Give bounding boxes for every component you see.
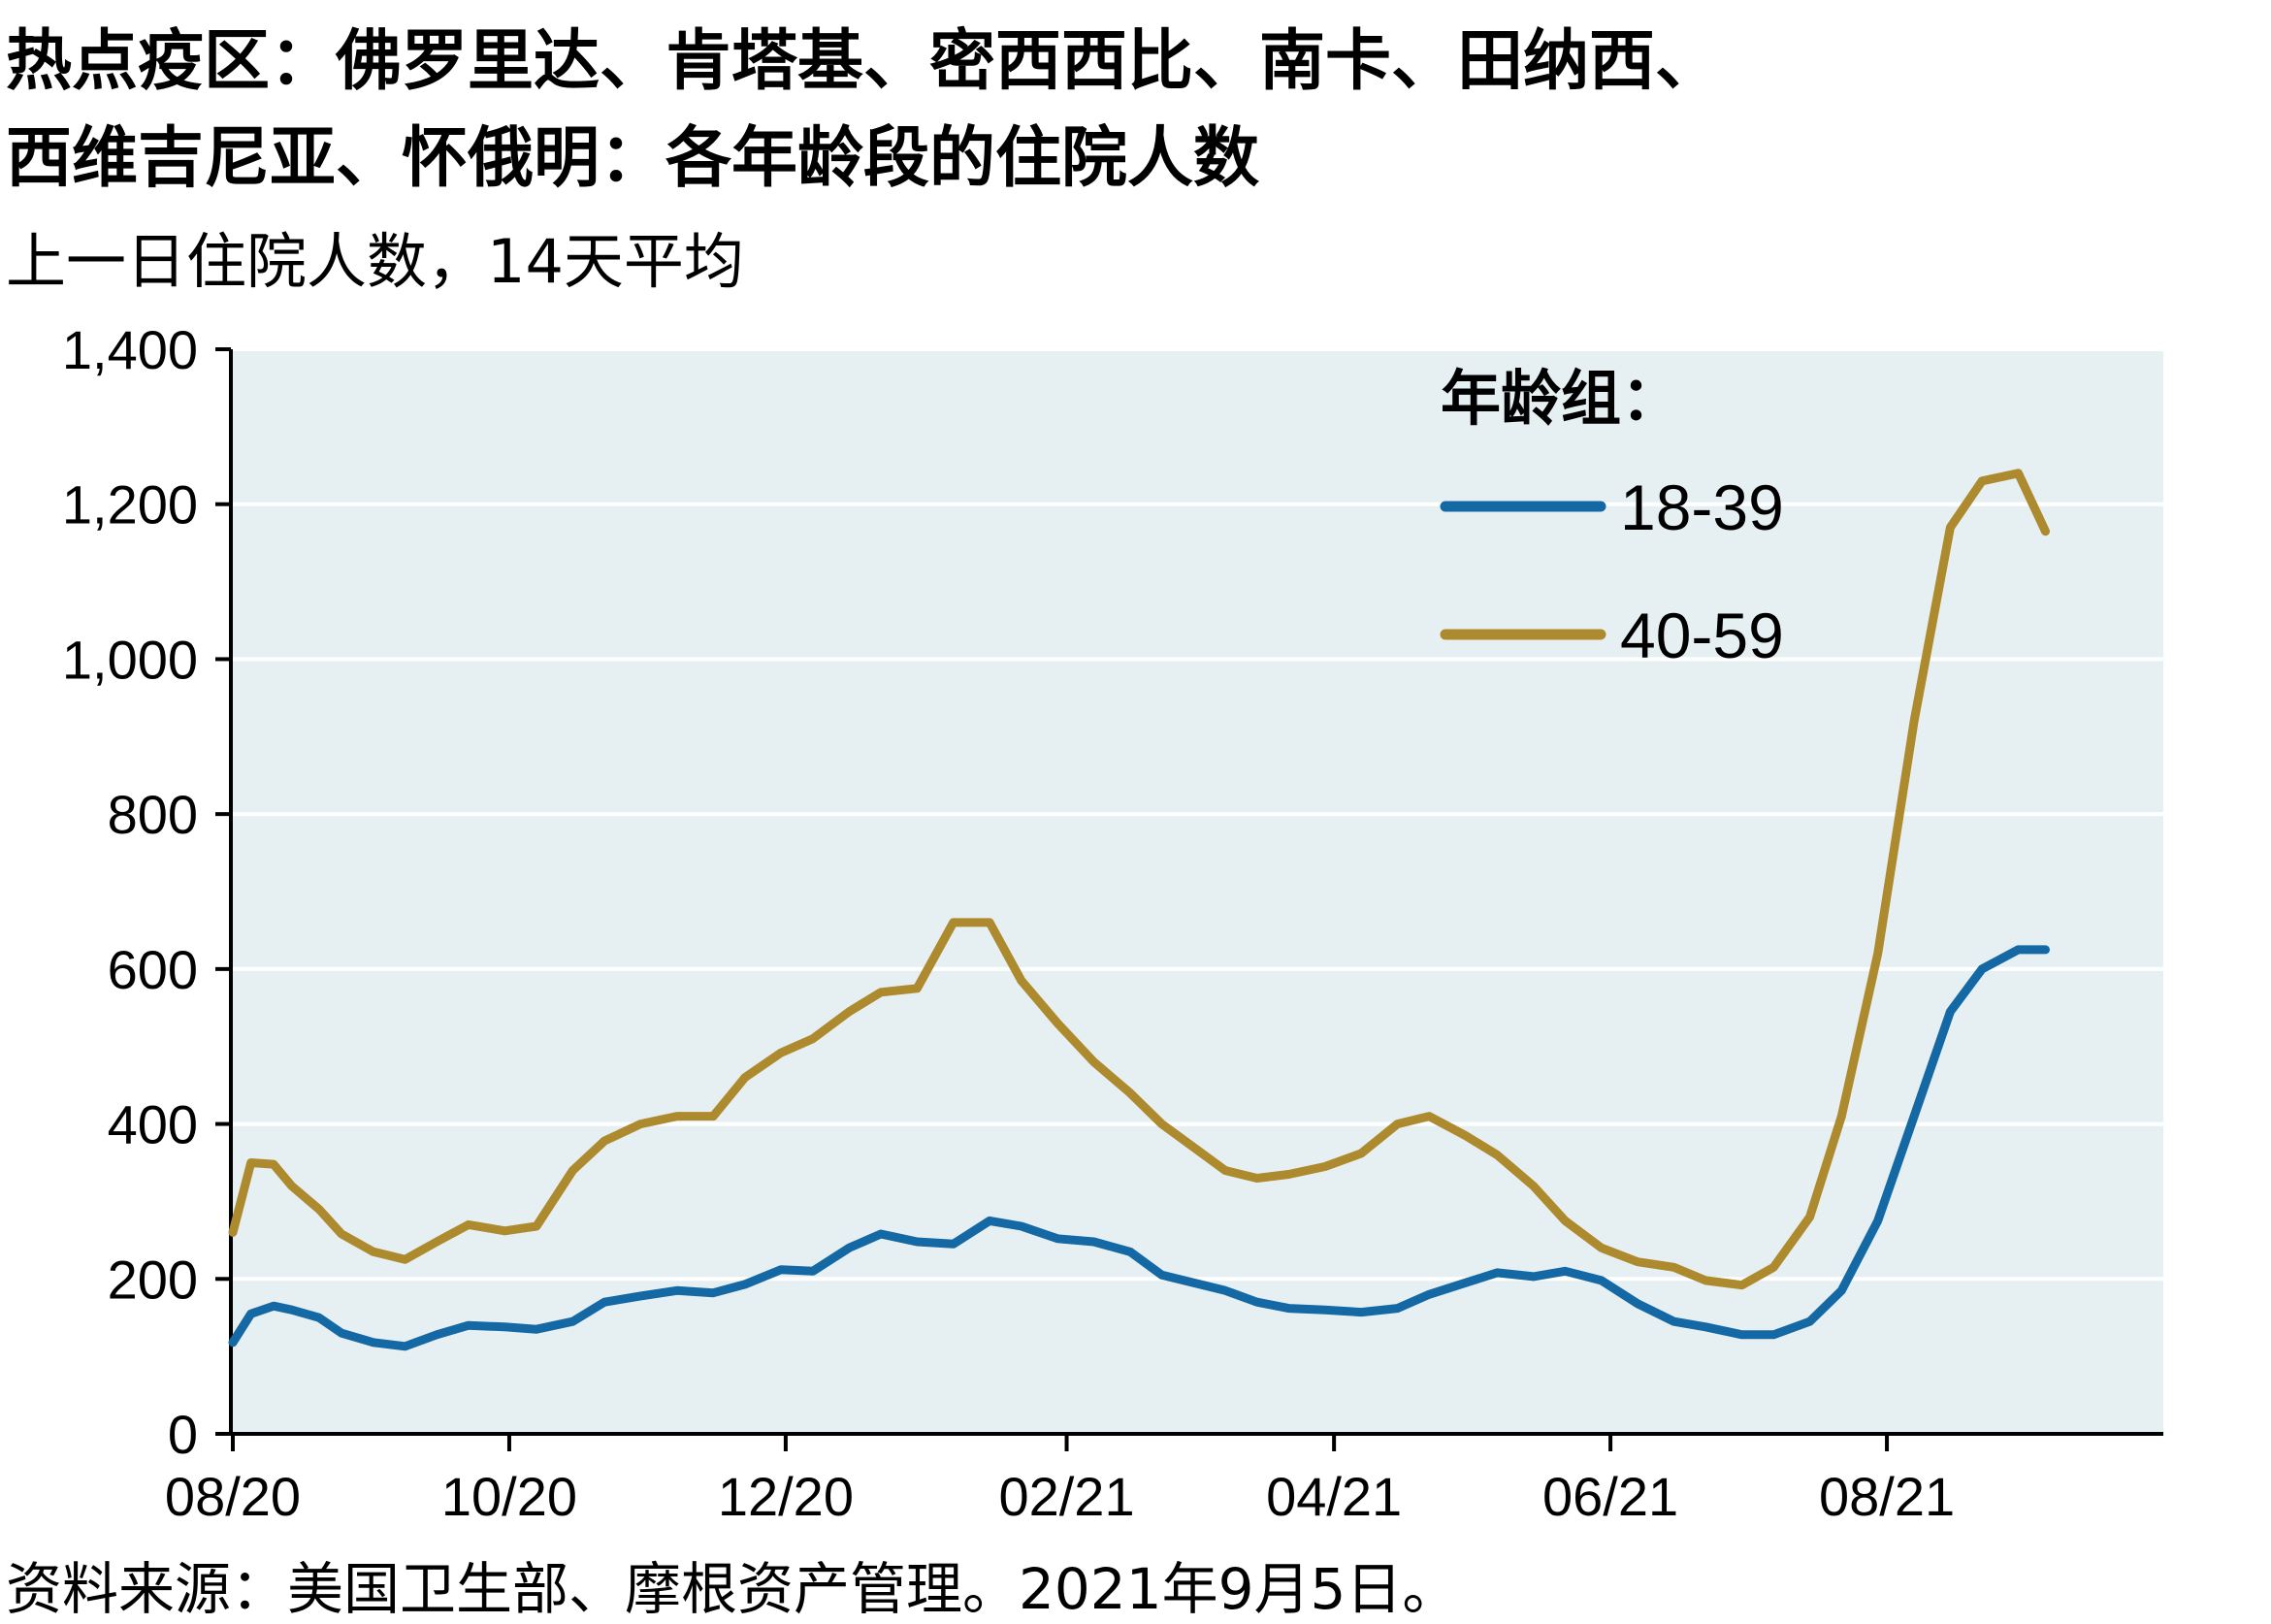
y-tick-label: 200 — [108, 1249, 198, 1310]
series-line-18-39 — [228, 945, 2050, 1351]
y-tick-label: 600 — [108, 939, 198, 1000]
x-tick-label: 08/20 — [165, 1466, 301, 1527]
x-tick-label: 08/21 — [1819, 1466, 1955, 1527]
chart-title-line-1: 热点疫区：佛罗里达、肯塔基、密西西比、南卡、田纳西、 — [6, 23, 1722, 100]
legend-label-40-59: 40-59 — [1620, 600, 1784, 671]
y-tick-label: 1,200 — [62, 474, 198, 536]
x-tick-label: 06/21 — [1542, 1466, 1678, 1527]
y-tick-label: 400 — [108, 1094, 198, 1155]
x-tick-label: 02/21 — [998, 1466, 1134, 1527]
y-tick-label: 800 — [108, 784, 198, 845]
source-note: 资料来源：美国卫生部、摩根资产管理。2021年9月5日。 — [6, 1556, 1459, 1622]
x-tick-label: 12/20 — [718, 1466, 854, 1527]
gridlines — [233, 347, 2163, 1282]
chart-title-line-2: 西维吉尼亚、怀俄明：各年龄段的住院人数 — [6, 120, 1260, 197]
legend-label-18-39: 18-39 — [1620, 471, 1784, 543]
y-tick-label: 1,400 — [62, 319, 198, 380]
x-tick-label: 10/20 — [441, 1466, 577, 1527]
legend: 年龄组： 18-39 40-59 — [1440, 363, 1784, 671]
y-tick-label: 1,000 — [62, 629, 198, 690]
plot-background — [233, 349, 2163, 1434]
series-lines — [228, 469, 2050, 1351]
chart-subtitle: 上一日住院人数，14天平均 — [6, 226, 744, 297]
axes: 0 200 400 600 800 1,000 1,200 1,400 08/20 10/20 12… — [62, 319, 2163, 1527]
legend-title: 年龄组： — [1441, 363, 1681, 434]
y-tick-label: 0 — [168, 1404, 198, 1465]
x-tick-label: 04/21 — [1266, 1466, 1402, 1527]
series-line-40-59 — [228, 469, 2050, 1290]
